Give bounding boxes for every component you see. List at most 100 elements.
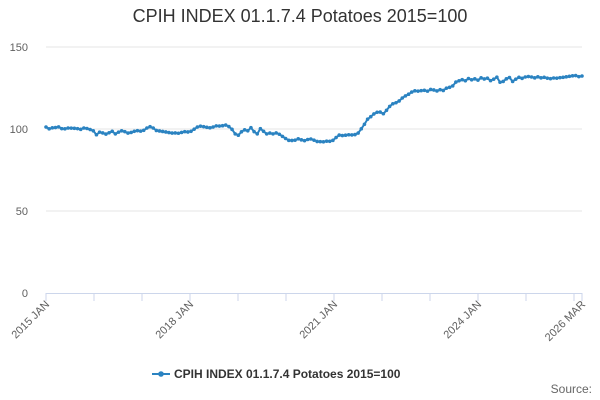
data-point[interactable] <box>280 134 285 139</box>
data-point[interactable] <box>315 139 319 144</box>
data-point[interactable] <box>378 110 383 114</box>
data-point[interactable] <box>299 138 304 142</box>
data-point[interactable] <box>205 125 209 130</box>
data-point[interactable] <box>47 127 51 131</box>
data-point[interactable] <box>119 129 124 133</box>
data-point[interactable] <box>463 78 468 83</box>
data-point[interactable] <box>107 130 111 135</box>
data-point[interactable] <box>438 87 442 92</box>
data-point[interactable] <box>346 132 351 137</box>
data-point[interactable] <box>507 75 512 80</box>
data-point[interactable] <box>189 129 193 134</box>
data-point[interactable] <box>403 94 408 98</box>
data-point[interactable] <box>321 139 326 144</box>
data-point[interactable] <box>387 104 392 109</box>
data-point[interactable] <box>176 131 181 136</box>
data-point[interactable] <box>192 127 196 131</box>
data-point[interactable] <box>554 76 559 80</box>
data-point[interactable] <box>435 89 439 93</box>
data-point[interactable] <box>264 132 269 136</box>
data-point[interactable] <box>170 131 174 135</box>
data-point[interactable] <box>296 137 301 141</box>
data-point[interactable] <box>520 76 524 81</box>
data-point[interactable] <box>261 129 266 134</box>
data-point[interactable] <box>495 75 499 79</box>
data-point[interactable] <box>397 99 401 103</box>
data-point[interactable] <box>413 88 417 93</box>
data-point[interactable] <box>50 126 55 130</box>
data-point[interactable] <box>129 130 133 135</box>
data-point[interactable] <box>78 127 83 132</box>
data-point[interactable] <box>561 75 565 80</box>
data-point[interactable] <box>447 85 452 90</box>
data-point[interactable] <box>113 132 118 136</box>
data-point[interactable] <box>69 126 74 130</box>
data-point[interactable] <box>479 76 483 80</box>
data-point[interactable] <box>573 73 578 78</box>
data-point[interactable] <box>419 88 424 93</box>
data-point[interactable] <box>271 132 275 136</box>
data-point[interactable] <box>488 78 493 83</box>
data-point[interactable] <box>375 110 379 115</box>
data-point[interactable] <box>542 75 546 80</box>
data-point[interactable] <box>75 126 80 131</box>
data-point[interactable] <box>160 129 165 134</box>
data-point[interactable] <box>217 124 222 128</box>
data-point[interactable] <box>239 129 244 134</box>
data-point[interactable] <box>245 129 250 133</box>
data-point[interactable] <box>252 129 256 134</box>
data-point[interactable] <box>353 132 357 137</box>
data-point[interactable] <box>141 128 146 133</box>
data-point[interactable] <box>536 75 540 79</box>
data-point[interactable] <box>466 76 471 81</box>
data-point[interactable] <box>214 124 219 128</box>
data-point[interactable] <box>469 78 474 82</box>
data-point[interactable] <box>227 124 231 129</box>
data-point[interactable] <box>444 86 449 90</box>
data-point[interactable] <box>277 132 282 137</box>
data-point[interactable] <box>305 137 310 142</box>
data-point[interactable] <box>88 127 92 132</box>
data-point[interactable] <box>97 130 102 134</box>
data-point[interactable] <box>564 75 569 79</box>
legend[interactable]: CPIH INDEX 01.1.7.4 Potatoes 2015=100 <box>152 367 401 381</box>
data-point[interactable] <box>91 129 96 133</box>
data-point[interactable] <box>416 89 420 93</box>
data-point[interactable] <box>208 126 212 130</box>
data-point[interactable] <box>211 125 215 129</box>
data-point[interactable] <box>132 129 137 134</box>
data-point[interactable] <box>290 138 294 143</box>
data-point[interactable] <box>53 125 58 130</box>
data-point[interactable] <box>343 133 348 138</box>
data-point[interactable] <box>309 137 313 141</box>
data-point[interactable] <box>441 88 446 93</box>
data-point[interactable] <box>85 126 89 131</box>
data-point[interactable] <box>59 126 64 131</box>
data-point[interactable] <box>473 77 477 81</box>
data-point[interactable] <box>485 76 490 80</box>
data-point[interactable] <box>551 76 556 80</box>
data-point[interactable] <box>476 78 480 82</box>
data-point[interactable] <box>548 76 553 81</box>
data-point[interactable] <box>274 131 278 135</box>
data-point[interactable] <box>195 125 200 129</box>
data-point[interactable] <box>179 130 184 135</box>
data-point[interactable] <box>482 77 487 81</box>
data-point[interactable] <box>327 139 332 144</box>
data-point[interactable] <box>258 126 263 131</box>
data-point[interactable] <box>100 131 105 135</box>
data-point[interactable] <box>126 131 130 135</box>
data-point[interactable] <box>201 124 206 129</box>
data-point[interactable] <box>381 111 386 116</box>
data-point[interactable] <box>365 117 370 121</box>
data-point[interactable] <box>233 132 237 136</box>
data-point[interactable] <box>334 135 338 140</box>
data-point[interactable] <box>350 133 354 137</box>
data-point[interactable] <box>56 125 61 129</box>
data-point[interactable] <box>517 75 521 80</box>
data-point[interactable] <box>532 76 537 80</box>
data-point[interactable] <box>268 131 272 135</box>
data-point[interactable] <box>337 133 342 137</box>
data-point[interactable] <box>580 74 584 78</box>
data-point[interactable] <box>186 130 190 134</box>
